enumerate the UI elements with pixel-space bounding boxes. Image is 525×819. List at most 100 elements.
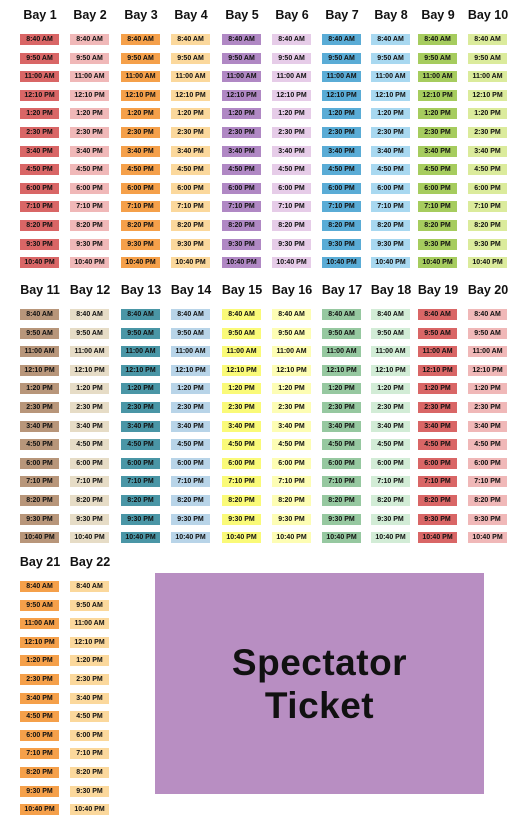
time-slot-button[interactable]: 11:00 AM: [170, 70, 211, 83]
time-slot-button[interactable]: 10:40 PM: [370, 256, 411, 269]
time-slot-button[interactable]: 11:00 AM: [417, 345, 458, 358]
time-slot-button[interactable]: 3:40 PM: [120, 145, 161, 158]
time-slot-button[interactable]: 9:30 PM: [19, 785, 60, 798]
time-slot-button[interactable]: 11:00 AM: [19, 617, 60, 630]
time-slot-button[interactable]: 2:30 PM: [370, 401, 411, 414]
time-slot-button[interactable]: 11:00 AM: [321, 345, 362, 358]
time-slot-button[interactable]: 9:50 AM: [467, 327, 508, 340]
time-slot-button[interactable]: 12:10 PM: [170, 364, 211, 377]
time-slot-button[interactable]: 8:20 PM: [69, 219, 110, 232]
time-slot-button[interactable]: 7:10 PM: [221, 200, 262, 213]
time-slot-button[interactable]: 6:00 PM: [69, 457, 110, 470]
time-slot-button[interactable]: 6:00 PM: [120, 182, 161, 195]
time-slot-button[interactable]: 7:10 PM: [467, 200, 508, 213]
time-slot-button[interactable]: 4:50 PM: [221, 438, 262, 451]
time-slot-button[interactable]: 6:00 PM: [19, 457, 60, 470]
time-slot-button[interactable]: 11:00 AM: [370, 70, 411, 83]
time-slot-button[interactable]: 3:40 PM: [19, 692, 60, 705]
time-slot-button[interactable]: 6:00 PM: [221, 457, 262, 470]
time-slot-button[interactable]: 4:50 PM: [417, 438, 458, 451]
time-slot-button[interactable]: 12:10 PM: [120, 89, 161, 102]
time-slot-button[interactable]: 8:20 PM: [221, 219, 262, 232]
time-slot-button[interactable]: 1:20 PM: [19, 382, 60, 395]
time-slot-button[interactable]: 1:20 PM: [69, 654, 110, 667]
time-slot-button[interactable]: 8:20 PM: [19, 494, 60, 507]
time-slot-button[interactable]: 9:50 AM: [19, 599, 60, 612]
time-slot-button[interactable]: 8:20 PM: [370, 494, 411, 507]
time-slot-button[interactable]: 1:20 PM: [170, 382, 211, 395]
time-slot-button[interactable]: 11:00 AM: [69, 617, 110, 630]
time-slot-button[interactable]: 1:20 PM: [467, 107, 508, 120]
time-slot-button[interactable]: 2:30 PM: [417, 126, 458, 139]
time-slot-button[interactable]: 9:50 AM: [370, 52, 411, 65]
time-slot-button[interactable]: 3:40 PM: [417, 145, 458, 158]
time-slot-button[interactable]: 1:20 PM: [417, 107, 458, 120]
time-slot-button[interactable]: 11:00 AM: [417, 70, 458, 83]
time-slot-button[interactable]: 9:50 AM: [120, 327, 161, 340]
time-slot-button[interactable]: 7:10 PM: [170, 200, 211, 213]
time-slot-button[interactable]: 11:00 AM: [19, 70, 60, 83]
time-slot-button[interactable]: 10:40 PM: [467, 256, 508, 269]
time-slot-button[interactable]: 1:20 PM: [271, 382, 312, 395]
time-slot-button[interactable]: 10:40 PM: [321, 256, 362, 269]
time-slot-button[interactable]: 4:50 PM: [19, 163, 60, 176]
time-slot-button[interactable]: 4:50 PM: [69, 710, 110, 723]
time-slot-button[interactable]: 8:40 AM: [417, 33, 458, 46]
time-slot-button[interactable]: 3:40 PM: [69, 145, 110, 158]
time-slot-button[interactable]: 9:50 AM: [321, 52, 362, 65]
time-slot-button[interactable]: 10:40 PM: [321, 531, 362, 544]
time-slot-button[interactable]: 9:50 AM: [69, 327, 110, 340]
time-slot-button[interactable]: 8:40 AM: [467, 33, 508, 46]
time-slot-button[interactable]: 12:10 PM: [69, 636, 110, 649]
time-slot-button[interactable]: 9:30 PM: [170, 238, 211, 251]
time-slot-button[interactable]: 7:10 PM: [271, 475, 312, 488]
time-slot-button[interactable]: 2:30 PM: [271, 126, 312, 139]
time-slot-button[interactable]: 12:10 PM: [370, 364, 411, 377]
time-slot-button[interactable]: 4:50 PM: [221, 163, 262, 176]
time-slot-button[interactable]: 8:40 AM: [321, 308, 362, 321]
time-slot-button[interactable]: 8:40 AM: [19, 33, 60, 46]
time-slot-button[interactable]: 1:20 PM: [19, 654, 60, 667]
time-slot-button[interactable]: 4:50 PM: [19, 438, 60, 451]
time-slot-button[interactable]: 12:10 PM: [120, 364, 161, 377]
time-slot-button[interactable]: 7:10 PM: [170, 475, 211, 488]
time-slot-button[interactable]: 2:30 PM: [170, 126, 211, 139]
time-slot-button[interactable]: 12:10 PM: [321, 364, 362, 377]
time-slot-button[interactable]: 3:40 PM: [467, 145, 508, 158]
time-slot-button[interactable]: 9:50 AM: [69, 599, 110, 612]
time-slot-button[interactable]: 1:20 PM: [467, 382, 508, 395]
time-slot-button[interactable]: 1:20 PM: [221, 382, 262, 395]
time-slot-button[interactable]: 8:20 PM: [417, 494, 458, 507]
time-slot-button[interactable]: 10:40 PM: [19, 531, 60, 544]
time-slot-button[interactable]: 11:00 AM: [120, 70, 161, 83]
time-slot-button[interactable]: 4:50 PM: [69, 438, 110, 451]
time-slot-button[interactable]: 3:40 PM: [19, 420, 60, 433]
time-slot-button[interactable]: 8:40 AM: [120, 308, 161, 321]
time-slot-button[interactable]: 3:40 PM: [417, 420, 458, 433]
time-slot-button[interactable]: 12:10 PM: [467, 364, 508, 377]
time-slot-button[interactable]: 10:40 PM: [417, 256, 458, 269]
time-slot-button[interactable]: 2:30 PM: [69, 126, 110, 139]
time-slot-button[interactable]: 8:40 AM: [120, 33, 161, 46]
time-slot-button[interactable]: 9:50 AM: [271, 327, 312, 340]
time-slot-button[interactable]: 4:50 PM: [370, 438, 411, 451]
time-slot-button[interactable]: 10:40 PM: [69, 256, 110, 269]
time-slot-button[interactable]: 9:30 PM: [170, 513, 211, 526]
time-slot-button[interactable]: 7:10 PM: [321, 475, 362, 488]
time-slot-button[interactable]: 7:10 PM: [370, 200, 411, 213]
time-slot-button[interactable]: 12:10 PM: [370, 89, 411, 102]
time-slot-button[interactable]: 11:00 AM: [170, 345, 211, 358]
time-slot-button[interactable]: 11:00 AM: [120, 345, 161, 358]
time-slot-button[interactable]: 11:00 AM: [321, 70, 362, 83]
time-slot-button[interactable]: 6:00 PM: [370, 457, 411, 470]
time-slot-button[interactable]: 3:40 PM: [19, 145, 60, 158]
time-slot-button[interactable]: 2:30 PM: [120, 401, 161, 414]
time-slot-button[interactable]: 8:40 AM: [19, 308, 60, 321]
time-slot-button[interactable]: 9:50 AM: [170, 52, 211, 65]
time-slot-button[interactable]: 1:20 PM: [170, 107, 211, 120]
time-slot-button[interactable]: 11:00 AM: [467, 345, 508, 358]
time-slot-button[interactable]: 10:40 PM: [120, 256, 161, 269]
time-slot-button[interactable]: 12:10 PM: [170, 89, 211, 102]
time-slot-button[interactable]: 3:40 PM: [370, 145, 411, 158]
time-slot-button[interactable]: 6:00 PM: [321, 457, 362, 470]
